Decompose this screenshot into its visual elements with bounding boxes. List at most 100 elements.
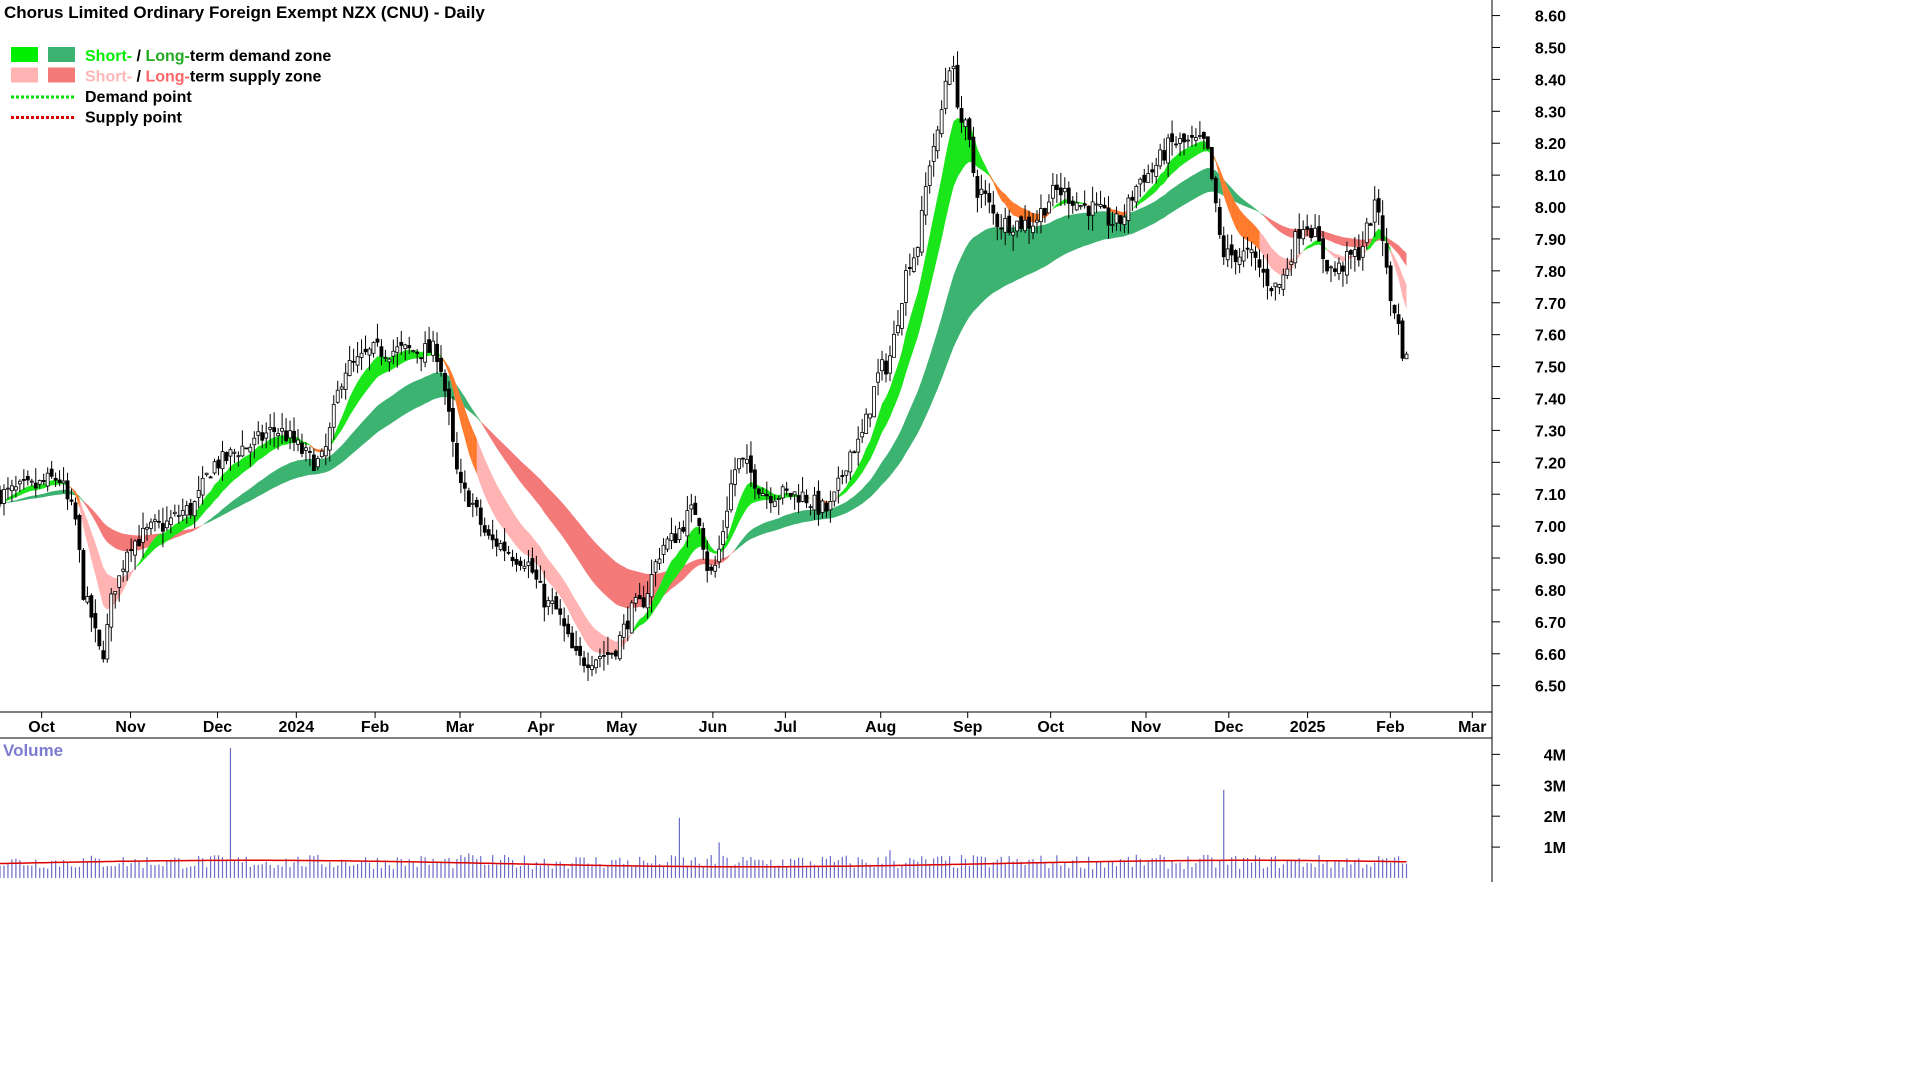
candle-body (709, 566, 714, 571)
legend-label: Short- / Long-term supply zone (85, 69, 322, 86)
candle-body (872, 386, 876, 418)
x-tick-label: May (606, 719, 637, 736)
candle-body (903, 270, 908, 303)
candle-body (689, 504, 694, 510)
candle-body (768, 496, 773, 504)
candle-body (1190, 134, 1194, 138)
y-tick-label: 7.10 (1535, 487, 1566, 504)
candle-body (1396, 314, 1401, 325)
candle-body (1158, 149, 1163, 167)
candle-body (796, 495, 801, 503)
candle-body (474, 499, 479, 508)
candle-body (983, 190, 988, 194)
candle-body (1047, 201, 1051, 214)
candle-body (1186, 139, 1190, 142)
candle-body (911, 257, 916, 272)
candle-body (153, 519, 157, 522)
candle-body (725, 510, 729, 528)
candle-body (455, 443, 459, 470)
candle-body (864, 413, 869, 434)
candle-body (188, 502, 193, 516)
candle-body (1289, 261, 1294, 265)
candle-body (518, 560, 523, 566)
candle-body (1269, 287, 1274, 292)
candle-body (1205, 136, 1210, 149)
candle-body (276, 433, 281, 437)
candle-body (133, 540, 137, 556)
candle-body (1062, 188, 1067, 193)
candle-body (85, 596, 90, 603)
price-panel (0, 51, 1409, 682)
candle-body (1178, 138, 1182, 144)
candle-body (1297, 228, 1302, 239)
candle-body (1106, 207, 1111, 226)
candle-body (856, 438, 861, 453)
candle-body (482, 525, 487, 533)
candle-body (1090, 201, 1095, 216)
candle-body (1043, 208, 1047, 216)
candle-body (633, 597, 638, 604)
candle-body (462, 482, 467, 489)
candle-body (220, 451, 225, 470)
candle-body (296, 439, 300, 445)
candle-body (1245, 247, 1250, 250)
candle-body (828, 501, 833, 511)
candle-body (836, 477, 841, 491)
candle-body (669, 533, 674, 541)
candle-body (160, 523, 165, 532)
candle-body (57, 479, 62, 483)
x-tick-label: Aug (865, 719, 896, 736)
candle-body (967, 118, 972, 140)
candle-body (637, 595, 642, 600)
candle-body (562, 618, 567, 627)
candle-body (1305, 226, 1310, 230)
candle-body (955, 64, 960, 108)
candle-body (546, 600, 551, 607)
candle-body (367, 348, 372, 356)
candle-body (923, 186, 928, 216)
overlap-zone (1231, 195, 1236, 228)
candle-body (228, 449, 233, 457)
candle-body (574, 645, 579, 651)
candle-body (1265, 268, 1270, 287)
candle-body (1054, 184, 1059, 191)
candle-body (888, 355, 892, 374)
candle-body (41, 479, 46, 483)
candle-body (1118, 215, 1123, 224)
candle-body (753, 469, 757, 489)
candle-body (486, 529, 491, 536)
candle-body (1197, 135, 1202, 137)
x-tick-label: Nov (115, 719, 145, 736)
candle-body (788, 492, 793, 497)
candle-body (907, 267, 912, 270)
candle-body (1352, 249, 1357, 257)
candle-body (1070, 200, 1075, 206)
candle-body (1094, 203, 1099, 206)
candle-body (1341, 265, 1345, 272)
legend-label-part: / (132, 69, 145, 86)
overlap-zone (1251, 222, 1256, 246)
candle-body (780, 486, 785, 499)
legend-label-part: / (132, 48, 145, 65)
candle-body (522, 565, 527, 569)
legend-label-part: term demand zone (190, 48, 331, 65)
candle-body (526, 561, 531, 566)
overlap-zone (456, 386, 461, 424)
candle-body (609, 652, 614, 655)
candle-body (1074, 202, 1079, 211)
candle-body (1368, 223, 1373, 226)
legend-swatch-short (11, 47, 38, 62)
price-chart: Chorus Limited Ordinary Foreign Exempt N… (0, 0, 1566, 882)
candle-body (987, 193, 992, 203)
candle-body (840, 475, 845, 477)
candle-body (971, 136, 976, 173)
candle-body (1360, 245, 1365, 258)
candle-body (81, 550, 86, 600)
candle-body (323, 446, 328, 457)
candle-body (339, 386, 344, 390)
candle-body (510, 556, 515, 562)
legend-label: Demand point (85, 89, 192, 106)
candle-body (117, 575, 122, 588)
candle-body (1333, 268, 1337, 272)
candle-body (447, 388, 451, 412)
